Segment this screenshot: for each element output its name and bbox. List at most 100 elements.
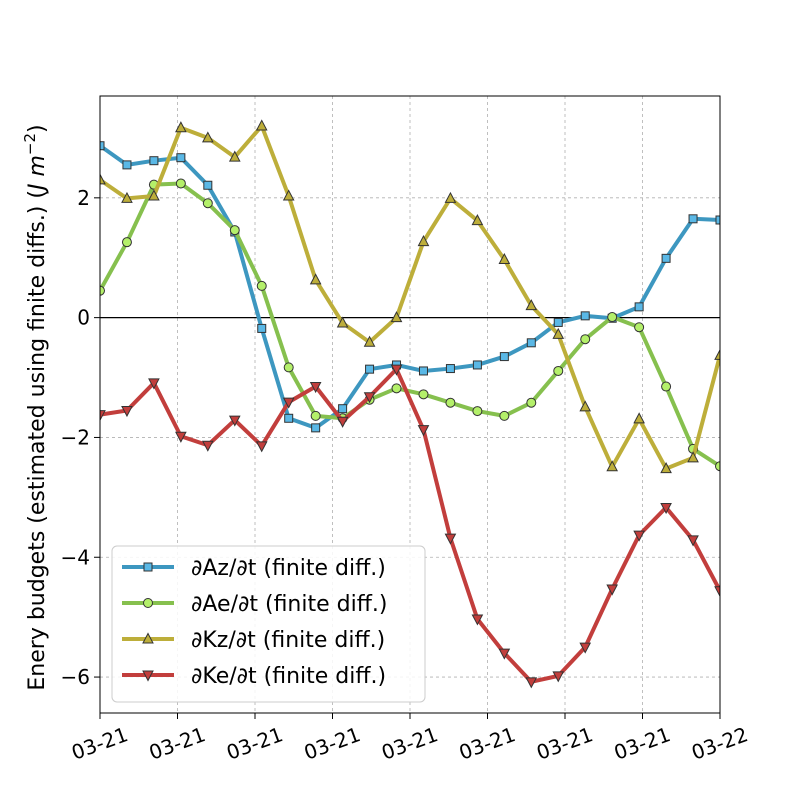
- x-tick-label: 03-21: [223, 722, 286, 764]
- data-point: [201, 131, 214, 143]
- data-point: [336, 416, 349, 428]
- legend-label: ∂Az/∂t (finite diff.): [191, 556, 386, 581]
- data-point: [148, 189, 160, 201]
- data-point: [418, 389, 429, 400]
- x-tick-label: 03-21: [611, 722, 674, 764]
- data-point: [336, 316, 349, 328]
- x-tick-label: 03-21: [456, 722, 519, 764]
- data-point: [499, 352, 509, 362]
- data-point: [100, 285, 105, 296]
- data-point: [175, 431, 187, 443]
- data-point: [390, 311, 403, 323]
- data-point: [149, 156, 159, 166]
- data-point: [715, 461, 720, 472]
- data-point: [580, 311, 590, 321]
- y-tick-label: 2: [77, 186, 90, 210]
- y-tick-label: −2: [61, 425, 90, 449]
- data-point: [148, 378, 160, 390]
- data-point: [687, 451, 699, 463]
- data-point: [201, 440, 214, 452]
- data-point: [633, 412, 645, 424]
- data-point: [471, 614, 484, 626]
- data-point: [257, 323, 267, 333]
- data-point: [606, 460, 619, 472]
- data-point: [229, 225, 240, 236]
- data-point: [100, 173, 106, 185]
- data-point: [228, 415, 241, 427]
- legend-label: ∂Ke/∂t (finite diff.): [191, 664, 386, 689]
- data-point: [175, 121, 187, 133]
- data-point: [444, 191, 457, 203]
- x-tick-label: 03-21: [301, 722, 364, 764]
- legend-item: ∂Kz/∂t (finite diff.): [122, 628, 385, 653]
- data-point: [472, 406, 483, 417]
- data-point: [121, 405, 133, 418]
- data-point: [552, 671, 565, 683]
- x-tick-label: 03-21: [533, 722, 596, 764]
- data-point: [390, 364, 403, 376]
- data-point: [365, 364, 375, 374]
- data-point: [472, 360, 482, 370]
- data-point: [228, 150, 241, 162]
- data-point: [688, 214, 698, 224]
- data-point: [338, 404, 348, 414]
- data-point: [391, 383, 402, 394]
- data-point: [714, 348, 720, 360]
- legend-item: ∂Az/∂t (finite diff.): [122, 556, 386, 581]
- data-point: [633, 530, 645, 542]
- data-point: [499, 410, 510, 421]
- y-tick-label: 0: [77, 306, 90, 330]
- data-point: [256, 280, 267, 291]
- data-point: [714, 586, 720, 598]
- data-point: [203, 180, 213, 190]
- data-point: [255, 119, 268, 131]
- data-point: [284, 413, 294, 423]
- data-point: [142, 632, 154, 644]
- data-point: [175, 178, 186, 189]
- data-point: [142, 670, 154, 682]
- data-point: [579, 642, 592, 654]
- data-point: [255, 441, 268, 453]
- data-point: [363, 335, 376, 347]
- series-line: [100, 123, 720, 471]
- data-point: [309, 382, 322, 394]
- data-point: [607, 312, 618, 323]
- y-tick-label: −4: [61, 545, 90, 569]
- x-tick-label: 03-21: [146, 722, 209, 764]
- series-group: [100, 141, 720, 433]
- series-group: [100, 178, 720, 472]
- data-point: [417, 234, 430, 247]
- data-point: [579, 400, 592, 412]
- data-point: [715, 215, 720, 225]
- data-point: [363, 392, 376, 404]
- data-point: [471, 214, 484, 226]
- data-point: [661, 253, 671, 263]
- data-point: [661, 381, 672, 392]
- data-point: [445, 364, 455, 374]
- legend: ∂Az/∂t (finite diff.) ∂Ae/∂t (finite diff…: [111, 545, 426, 703]
- data-point: [202, 198, 213, 209]
- x-tick-label: 03-21: [378, 722, 441, 764]
- x-tick-label: 03-22: [688, 722, 751, 764]
- data-point: [176, 153, 186, 163]
- data-point: [552, 327, 565, 339]
- data-point: [580, 334, 591, 345]
- legend-label: ∂Kz/∂t (finite diff.): [191, 628, 385, 653]
- series-group: [100, 119, 720, 474]
- data-point: [687, 535, 699, 547]
- data-point: [553, 365, 564, 376]
- y-tick-label: −6: [61, 665, 90, 689]
- y-axis-label: Enery budgets (estimated using finite di…: [21, 124, 50, 690]
- data-point: [553, 317, 563, 327]
- data-point: [525, 299, 538, 311]
- data-point: [418, 366, 428, 376]
- data-point: [498, 648, 511, 660]
- data-point: [444, 533, 457, 545]
- series-layer: [100, 119, 720, 689]
- series-group: [100, 364, 720, 689]
- data-point: [100, 410, 106, 422]
- data-point: [310, 410, 321, 421]
- data-point: [526, 338, 536, 348]
- legend-box: [111, 545, 426, 703]
